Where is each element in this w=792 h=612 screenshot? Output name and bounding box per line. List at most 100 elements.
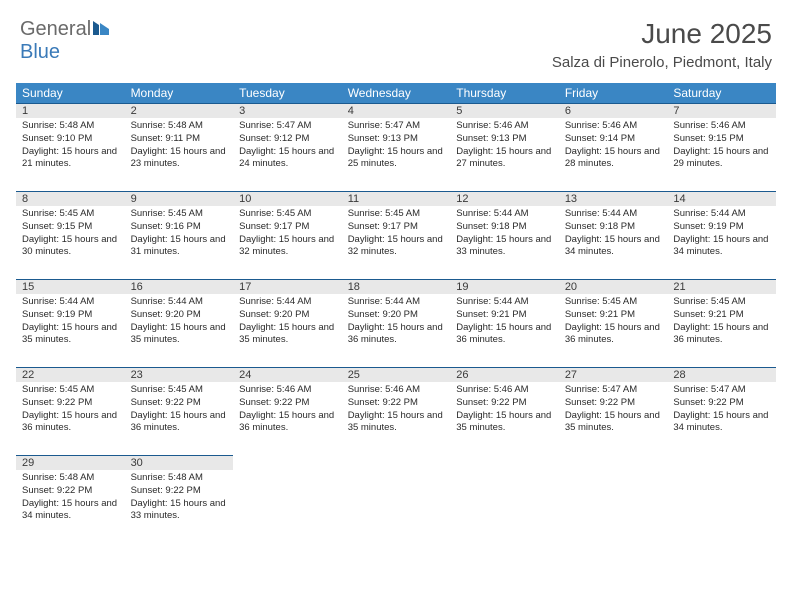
daylight-line: Daylight: 15 hours and 35 minutes. (22, 322, 119, 348)
daylight-line: Daylight: 15 hours and 34 minutes. (22, 498, 119, 524)
day-body: Sunrise: 5:46 AMSunset: 9:22 PMDaylight:… (233, 382, 342, 437)
calendar-cell: 8Sunrise: 5:45 AMSunset: 9:15 PMDaylight… (16, 191, 125, 279)
day-number: 25 (342, 367, 451, 382)
month-title: June 2025 (552, 18, 772, 50)
day-number: 4 (342, 103, 451, 118)
day-number: 14 (667, 191, 776, 206)
daylight-line: Daylight: 15 hours and 35 minutes. (131, 322, 228, 348)
day-number: 8 (16, 191, 125, 206)
day-body: Sunrise: 5:45 AMSunset: 9:22 PMDaylight:… (16, 382, 125, 437)
brand-word1: General (20, 18, 91, 40)
title-block: June 2025 Salza di Pinerolo, Piedmont, I… (552, 18, 772, 71)
daylight-line: Daylight: 15 hours and 31 minutes. (131, 234, 228, 260)
calendar-cell: 2Sunrise: 5:48 AMSunset: 9:11 PMDaylight… (125, 103, 234, 191)
day-number: 6 (559, 103, 668, 118)
day-body: Sunrise: 5:45 AMSunset: 9:15 PMDaylight:… (16, 206, 125, 261)
sunset-line: Sunset: 9:17 PM (239, 221, 336, 234)
day-body: Sunrise: 5:45 AMSunset: 9:16 PMDaylight:… (125, 206, 234, 261)
sunset-line: Sunset: 9:10 PM (22, 133, 119, 146)
calendar-cell: 13Sunrise: 5:44 AMSunset: 9:18 PMDayligh… (559, 191, 668, 279)
sunset-line: Sunset: 9:17 PM (348, 221, 445, 234)
sunrise-line: Sunrise: 5:48 AM (131, 472, 228, 485)
day-body: Sunrise: 5:46 AMSunset: 9:22 PMDaylight:… (450, 382, 559, 437)
daylight-line: Daylight: 15 hours and 33 minutes. (456, 234, 553, 260)
day-number: 13 (559, 191, 668, 206)
calendar-cell: 29Sunrise: 5:48 AMSunset: 9:22 PMDayligh… (16, 455, 125, 543)
calendar-cell (667, 455, 776, 543)
header: General Blue June 2025 Salza di Pinerolo… (0, 0, 792, 77)
day-header: Monday (125, 83, 234, 103)
day-body: Sunrise: 5:47 AMSunset: 9:13 PMDaylight:… (342, 118, 451, 173)
sunset-line: Sunset: 9:13 PM (348, 133, 445, 146)
sunrise-line: Sunrise: 5:48 AM (131, 120, 228, 133)
calendar-cell: 30Sunrise: 5:48 AMSunset: 9:22 PMDayligh… (125, 455, 234, 543)
sunrise-line: Sunrise: 5:46 AM (456, 384, 553, 397)
calendar-cell: 3Sunrise: 5:47 AMSunset: 9:12 PMDaylight… (233, 103, 342, 191)
sunrise-line: Sunrise: 5:45 AM (22, 384, 119, 397)
daylight-line: Daylight: 15 hours and 35 minutes. (239, 322, 336, 348)
calendar-cell (342, 455, 451, 543)
calendar-cell: 21Sunrise: 5:45 AMSunset: 9:21 PMDayligh… (667, 279, 776, 367)
day-body: Sunrise: 5:45 AMSunset: 9:21 PMDaylight:… (667, 294, 776, 349)
day-header-row: Sunday Monday Tuesday Wednesday Thursday… (16, 83, 776, 103)
sunset-line: Sunset: 9:18 PM (456, 221, 553, 234)
day-number: 1 (16, 103, 125, 118)
day-body: Sunrise: 5:46 AMSunset: 9:22 PMDaylight:… (342, 382, 451, 437)
sunset-line: Sunset: 9:15 PM (22, 221, 119, 234)
sunrise-line: Sunrise: 5:47 AM (239, 120, 336, 133)
day-body: Sunrise: 5:45 AMSunset: 9:21 PMDaylight:… (559, 294, 668, 349)
day-header: Saturday (667, 83, 776, 103)
sunset-line: Sunset: 9:22 PM (22, 397, 119, 410)
calendar-week-row: 15Sunrise: 5:44 AMSunset: 9:19 PMDayligh… (16, 279, 776, 367)
day-number: 15 (16, 279, 125, 294)
sunrise-line: Sunrise: 5:48 AM (22, 472, 119, 485)
day-body: Sunrise: 5:44 AMSunset: 9:20 PMDaylight:… (233, 294, 342, 349)
calendar-cell: 19Sunrise: 5:44 AMSunset: 9:21 PMDayligh… (450, 279, 559, 367)
sunset-line: Sunset: 9:22 PM (22, 485, 119, 498)
sunset-line: Sunset: 9:20 PM (239, 309, 336, 322)
sunrise-line: Sunrise: 5:46 AM (565, 120, 662, 133)
day-body: Sunrise: 5:44 AMSunset: 9:20 PMDaylight:… (125, 294, 234, 349)
daylight-line: Daylight: 15 hours and 32 minutes. (239, 234, 336, 260)
day-header: Friday (559, 83, 668, 103)
sunset-line: Sunset: 9:21 PM (673, 309, 770, 322)
calendar-cell: 14Sunrise: 5:44 AMSunset: 9:19 PMDayligh… (667, 191, 776, 279)
sunrise-line: Sunrise: 5:44 AM (348, 296, 445, 309)
sunset-line: Sunset: 9:19 PM (22, 309, 119, 322)
day-number: 30 (125, 455, 234, 470)
calendar-cell: 16Sunrise: 5:44 AMSunset: 9:20 PMDayligh… (125, 279, 234, 367)
day-body: Sunrise: 5:44 AMSunset: 9:19 PMDaylight:… (16, 294, 125, 349)
daylight-line: Daylight: 15 hours and 36 minutes. (565, 322, 662, 348)
sunset-line: Sunset: 9:14 PM (565, 133, 662, 146)
sunset-line: Sunset: 9:22 PM (131, 397, 228, 410)
calendar-cell: 28Sunrise: 5:47 AMSunset: 9:22 PMDayligh… (667, 367, 776, 455)
sunset-line: Sunset: 9:22 PM (673, 397, 770, 410)
sunrise-line: Sunrise: 5:44 AM (131, 296, 228, 309)
day-header: Tuesday (233, 83, 342, 103)
sunset-line: Sunset: 9:11 PM (131, 133, 228, 146)
calendar-cell: 20Sunrise: 5:45 AMSunset: 9:21 PMDayligh… (559, 279, 668, 367)
day-number: 10 (233, 191, 342, 206)
day-body: Sunrise: 5:48 AMSunset: 9:22 PMDaylight:… (16, 470, 125, 525)
daylight-line: Daylight: 15 hours and 21 minutes. (22, 146, 119, 172)
day-number: 16 (125, 279, 234, 294)
sunset-line: Sunset: 9:22 PM (348, 397, 445, 410)
sunrise-line: Sunrise: 5:44 AM (239, 296, 336, 309)
calendar-cell: 7Sunrise: 5:46 AMSunset: 9:15 PMDaylight… (667, 103, 776, 191)
sunrise-line: Sunrise: 5:45 AM (673, 296, 770, 309)
daylight-line: Daylight: 15 hours and 27 minutes. (456, 146, 553, 172)
day-body: Sunrise: 5:48 AMSunset: 9:22 PMDaylight:… (125, 470, 234, 525)
calendar-cell: 4Sunrise: 5:47 AMSunset: 9:13 PMDaylight… (342, 103, 451, 191)
daylight-line: Daylight: 15 hours and 35 minutes. (565, 410, 662, 436)
calendar-week-row: 1Sunrise: 5:48 AMSunset: 9:10 PMDaylight… (16, 103, 776, 191)
sunset-line: Sunset: 9:19 PM (673, 221, 770, 234)
brand-word2: Blue (20, 41, 60, 63)
brand-logo: General Blue (20, 18, 115, 64)
calendar-week-row: 8Sunrise: 5:45 AMSunset: 9:15 PMDaylight… (16, 191, 776, 279)
calendar-cell: 5Sunrise: 5:46 AMSunset: 9:13 PMDaylight… (450, 103, 559, 191)
sunrise-line: Sunrise: 5:44 AM (22, 296, 119, 309)
sunset-line: Sunset: 9:20 PM (348, 309, 445, 322)
calendar-cell: 23Sunrise: 5:45 AMSunset: 9:22 PMDayligh… (125, 367, 234, 455)
daylight-line: Daylight: 15 hours and 32 minutes. (348, 234, 445, 260)
calendar-cell: 12Sunrise: 5:44 AMSunset: 9:18 PMDayligh… (450, 191, 559, 279)
